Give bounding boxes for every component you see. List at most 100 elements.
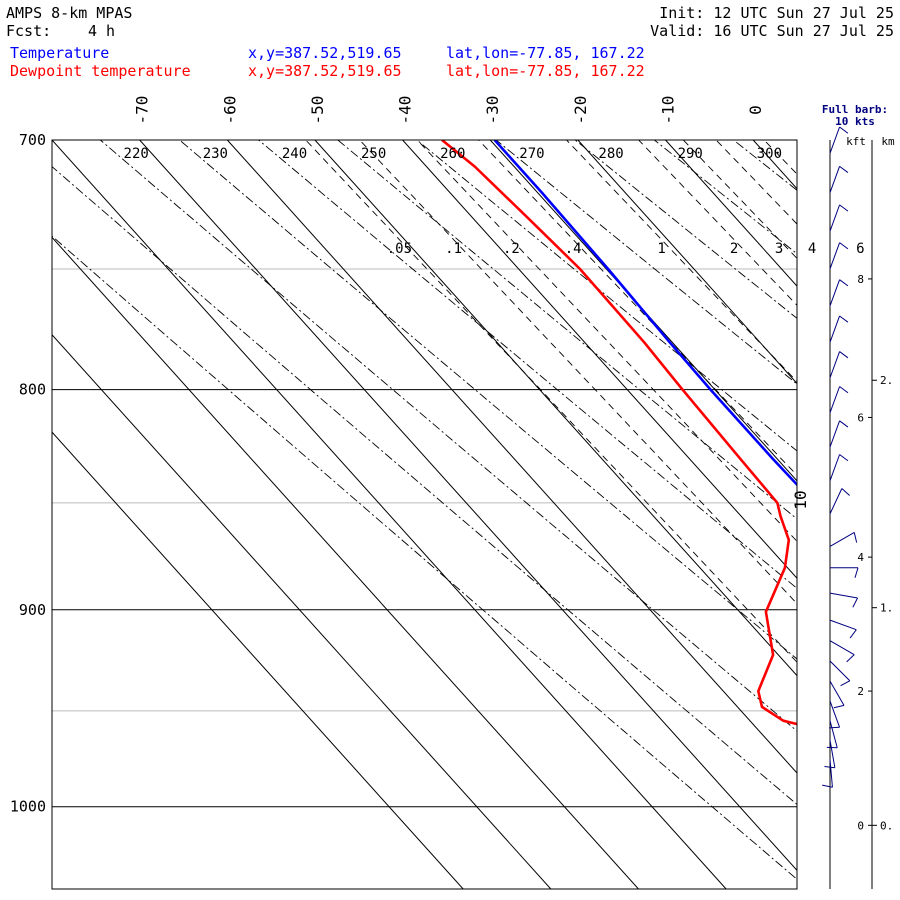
wind-barb-staff <box>829 640 855 656</box>
wind-barb-staff <box>829 531 855 547</box>
theta-label: 240 <box>282 146 307 162</box>
wind-barb <box>829 592 859 608</box>
isotherm-line <box>52 431 464 889</box>
pressure-tick-label: 700 <box>19 131 46 149</box>
pressure-tick-label: 900 <box>19 601 46 619</box>
mixing-ratio-line <box>763 140 797 175</box>
forecast-value: 4 h <box>88 22 116 40</box>
temperature-trace <box>493 140 797 487</box>
wind-barb <box>829 660 851 687</box>
theta-label: 230 <box>203 146 228 162</box>
isotherm-line <box>226 140 797 774</box>
dry-adiabat-line <box>733 140 797 191</box>
wind-barb-flag <box>824 765 835 769</box>
mixing-ratio-label: 6 <box>856 241 864 257</box>
wind-barb-staff <box>829 126 841 154</box>
mixing-ratio-line <box>478 140 797 476</box>
wind-barb-staff <box>829 386 841 413</box>
isotherm-label: -60 <box>220 96 239 125</box>
mixing-ratio-label: .2 <box>503 241 520 257</box>
wind-barb <box>830 567 859 578</box>
isotherm-label: -30 <box>483 96 502 125</box>
wind-barb <box>829 680 845 709</box>
wind-barb-flag <box>839 351 849 359</box>
pressure-tick-label: 1000 <box>10 798 46 816</box>
plot-frame <box>51 139 798 890</box>
mixing-ratio-label: 4 <box>808 241 816 257</box>
mixing-ratio-label: 2 <box>730 241 738 257</box>
legend-dewpoint-latlon: lat,lon=-77.85, 167.22 <box>446 62 645 80</box>
wind-barb-staff <box>829 660 851 682</box>
dry-adiabat-line <box>574 140 797 319</box>
wind-barb-flag <box>839 204 849 212</box>
legend-dewpoint-name: Dewpoint temperature <box>10 62 191 80</box>
wind-barb-staff <box>829 420 841 448</box>
wind-barb-staff <box>829 592 858 599</box>
wind-barb <box>829 640 855 663</box>
mixing-ratio-label: .4 <box>565 241 582 257</box>
wind-barb-flag <box>841 488 850 496</box>
mixing-ratio-line <box>682 140 797 260</box>
theta-label: 270 <box>519 146 544 162</box>
wind-barb <box>829 454 849 481</box>
wind-barb <box>829 619 857 639</box>
isotherm-line <box>314 140 797 677</box>
dry-adiabat-line <box>52 166 797 806</box>
wind-barb <box>822 759 833 788</box>
legend-temperature-xy: x,y=387.52,519.65 <box>248 44 402 62</box>
kft-tick-label: 2 <box>857 685 864 698</box>
isotherm-label: -40 <box>396 96 415 125</box>
wind-barb <box>829 242 849 270</box>
dry-adiabat-line <box>258 140 797 589</box>
mixing-ratio-label: .05 <box>387 241 412 257</box>
wind-barb-flag <box>839 386 849 394</box>
wind-barb-flag <box>839 242 849 250</box>
isotherm-label: -50 <box>308 96 327 125</box>
isotherm-line <box>52 236 639 889</box>
dry-adiabat-line <box>52 235 797 880</box>
isotherm-label: -10 <box>659 96 678 125</box>
legend-dewpoint-xy: x,y=387.52,519.65 <box>248 62 402 80</box>
wind-barb-flag <box>839 165 849 173</box>
wind-barb-staff <box>829 166 841 193</box>
wind-barb-flag <box>849 629 857 639</box>
isotherm-line <box>841 140 900 889</box>
wind-barb <box>829 531 858 547</box>
theta-label: 250 <box>361 146 386 162</box>
wind-barb-staff <box>829 488 843 515</box>
wind-barb <box>829 126 849 154</box>
wind-barb-flag <box>839 279 849 287</box>
wind-barb-staff <box>829 279 841 307</box>
wind-barb-flag <box>846 654 855 663</box>
wind-barb-flag <box>839 454 849 462</box>
isotherm-line <box>577 140 797 385</box>
mixing-ratio-label: 1 <box>657 241 665 257</box>
mixing-ratio-line <box>416 140 797 542</box>
theta-label: 290 <box>678 146 703 162</box>
isotherm-label: 0 <box>746 105 765 115</box>
wind-barb <box>829 165 849 193</box>
wind-barb <box>829 420 849 448</box>
wind-barb-flag <box>822 784 833 788</box>
dry-adiabat-line <box>179 140 797 660</box>
isotherm-line <box>402 140 797 579</box>
valid-time: Valid: 16 UTC Sun 27 Jul 25 <box>650 22 894 40</box>
isotherm-label: -70 <box>133 96 152 125</box>
kft-axis-label: kft <box>846 135 866 148</box>
kft-tick-label: 6 <box>857 411 864 424</box>
wind-barb <box>829 351 849 379</box>
wind-barb-flag <box>854 567 859 578</box>
isotherm-line <box>52 334 552 889</box>
isotherm-line <box>139 140 797 872</box>
isotherm-line <box>665 140 797 287</box>
kft-tick-label: 4 <box>857 551 864 564</box>
wind-barb-staff <box>829 700 841 728</box>
km-axis-label: km <box>881 135 895 148</box>
mixing-ratio-line <box>566 140 797 383</box>
dewpoint-trace <box>441 140 797 726</box>
wind-barb-flag <box>839 126 849 134</box>
wind-barb-flag <box>829 726 840 729</box>
wind-barb <box>824 740 836 769</box>
mixing-ratio-label: .1 <box>445 241 462 257</box>
